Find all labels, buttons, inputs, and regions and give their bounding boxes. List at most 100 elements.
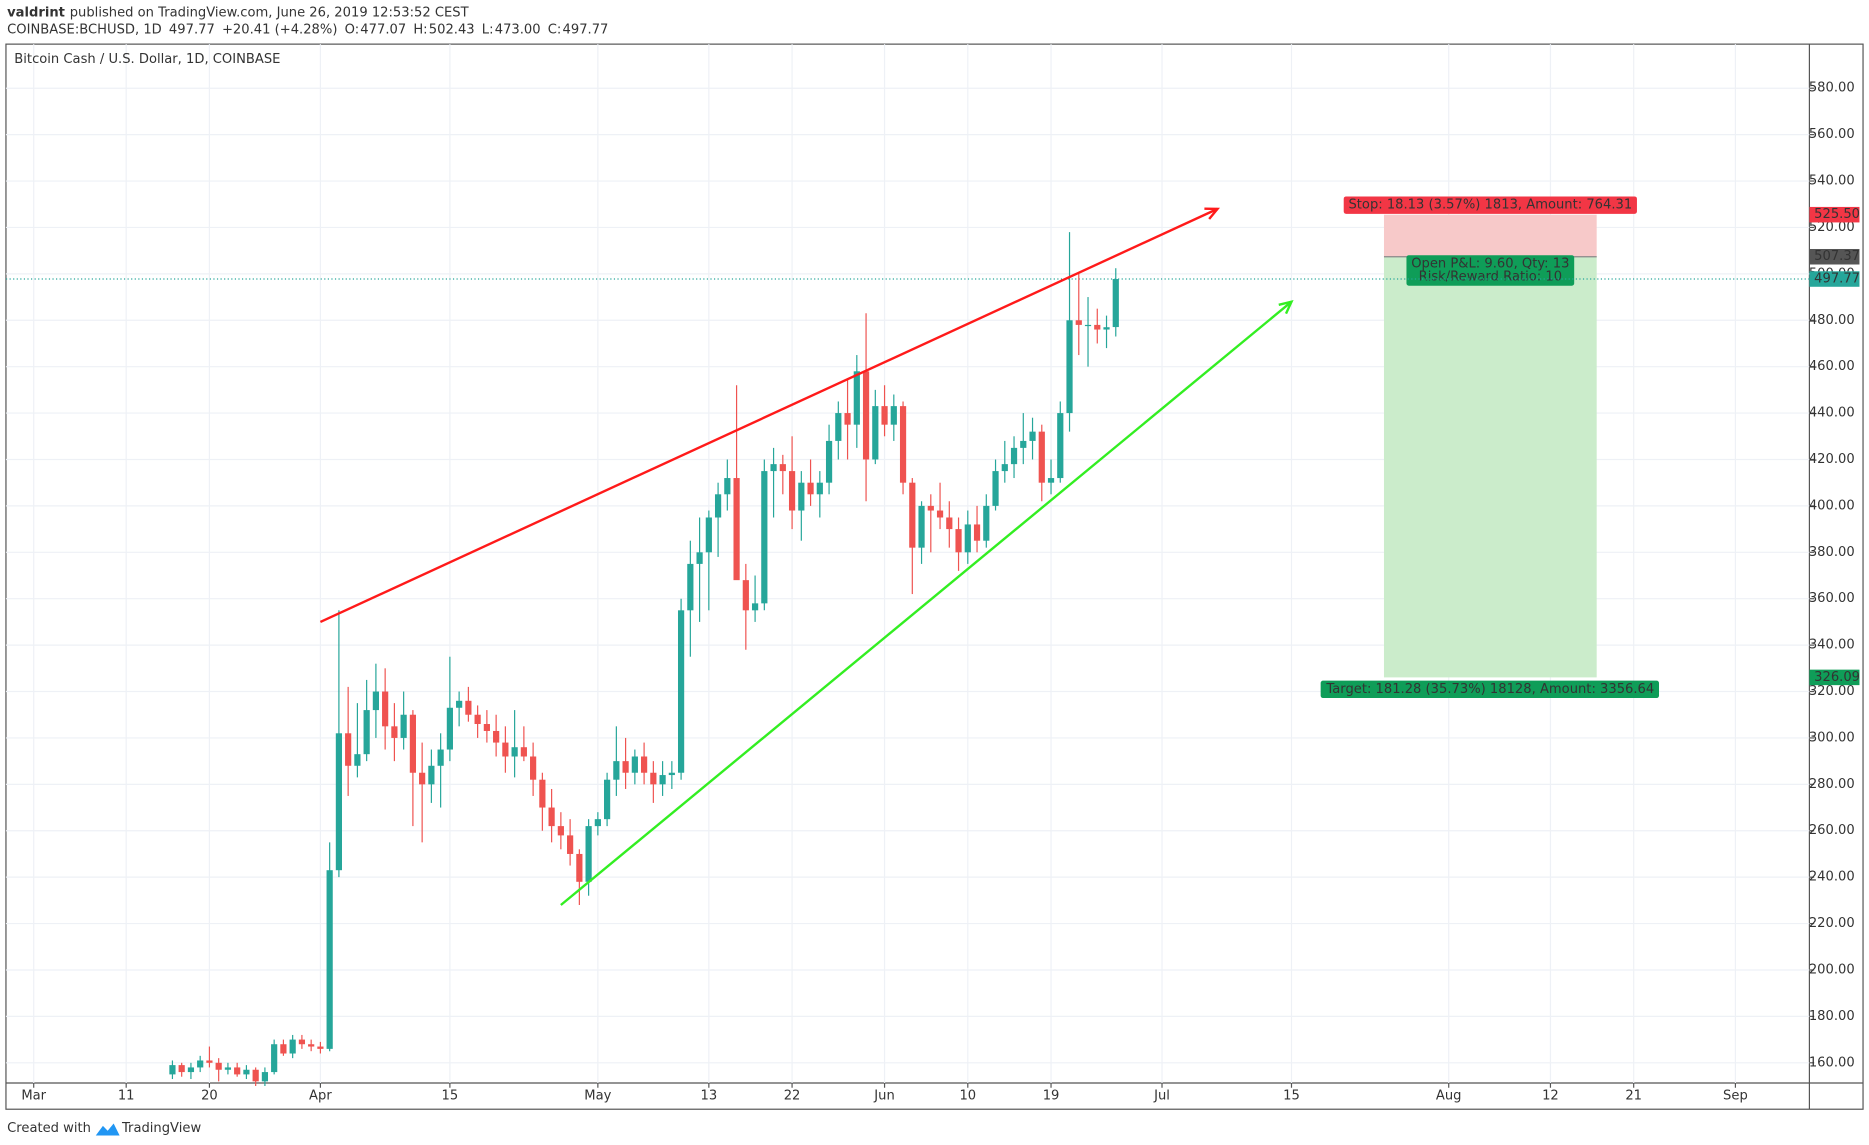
candle-body bbox=[428, 765, 435, 785]
y-tick-label: 260.00 bbox=[1809, 823, 1855, 838]
candle-body bbox=[650, 772, 657, 785]
ohlc-label: C: bbox=[548, 22, 562, 37]
trend-line bbox=[319, 207, 1219, 623]
author: valdrint bbox=[7, 6, 65, 21]
candle-body bbox=[751, 603, 759, 611]
candle-body bbox=[178, 1065, 185, 1073]
candle-body bbox=[261, 1072, 269, 1082]
pnl-label: Open P&L: 9.60, Qty: 13 bbox=[1411, 256, 1569, 271]
price-tag-label: 525.50 bbox=[1814, 207, 1860, 222]
x-tick-label: 13 bbox=[700, 1089, 717, 1104]
candle-body bbox=[308, 1044, 315, 1047]
candle-body bbox=[1010, 447, 1018, 465]
price-tag bbox=[1809, 669, 1860, 686]
candle-body bbox=[206, 1060, 213, 1063]
y-tick-label: 580.00 bbox=[1809, 81, 1855, 96]
y-tick-label: 540.00 bbox=[1809, 174, 1855, 189]
candle-body bbox=[825, 440, 833, 483]
x-tick-label: 19 bbox=[1043, 1089, 1060, 1104]
candle-body bbox=[169, 1065, 176, 1075]
x-tick-label: Jun bbox=[873, 1089, 894, 1104]
candle-body bbox=[677, 610, 685, 773]
candle-body bbox=[585, 826, 592, 882]
candle-body bbox=[382, 691, 389, 727]
candle-body bbox=[1029, 431, 1036, 441]
candle-body bbox=[881, 406, 888, 425]
candle-body bbox=[788, 471, 796, 511]
candle-body bbox=[437, 749, 444, 766]
tv-logo bbox=[95, 1123, 120, 1136]
candle-body bbox=[1103, 327, 1110, 330]
stop-label: Stop: 18.13 (3.57%) 1813, Amount: 764.31 bbox=[1348, 198, 1632, 213]
x-tick-label: 10 bbox=[959, 1089, 976, 1104]
candle-body bbox=[936, 510, 944, 518]
candle-body bbox=[197, 1060, 204, 1068]
price-tag-label: 326.09 bbox=[1814, 670, 1860, 685]
candle-body bbox=[1084, 324, 1092, 327]
x-tick-label: 12 bbox=[1542, 1089, 1559, 1104]
ohlc-label: O: bbox=[345, 22, 360, 37]
stop-zone bbox=[1383, 214, 1597, 257]
candle-body bbox=[973, 524, 981, 541]
candle-body bbox=[807, 482, 814, 495]
candle-body bbox=[1001, 464, 1008, 472]
candle-body bbox=[1038, 431, 1045, 483]
candle-body bbox=[576, 853, 583, 882]
candle-body bbox=[641, 756, 648, 773]
candle-body bbox=[511, 747, 518, 757]
y-tick-label: 160.00 bbox=[1809, 1055, 1855, 1070]
candle-body bbox=[243, 1069, 250, 1075]
candle-body bbox=[502, 742, 509, 757]
candle-body bbox=[770, 464, 777, 472]
y-tick-label: 480.00 bbox=[1809, 313, 1855, 328]
y-tick-label: 180.00 bbox=[1809, 1009, 1855, 1024]
candle-body bbox=[215, 1062, 222, 1070]
candle-body bbox=[372, 691, 379, 711]
x-tick-label: Sep bbox=[1723, 1089, 1748, 1104]
candle-body bbox=[798, 482, 805, 511]
ohlc-label: H: bbox=[413, 22, 427, 37]
published: published on TradingView.com, June 26, 2… bbox=[70, 6, 470, 21]
x-tick-label: May bbox=[584, 1089, 611, 1104]
candle-body bbox=[409, 714, 416, 773]
x-tick-label: 15 bbox=[1283, 1089, 1300, 1104]
candle-body bbox=[1112, 279, 1119, 328]
ohlc-value: 502.43 bbox=[429, 22, 475, 37]
ohlc-value: 477.07 bbox=[360, 22, 406, 37]
y-tick-label: 460.00 bbox=[1809, 359, 1855, 374]
candle-body bbox=[483, 724, 490, 731]
candle-body bbox=[1047, 478, 1055, 483]
candle-body bbox=[548, 807, 555, 827]
candle-body bbox=[1066, 320, 1073, 414]
candle-body bbox=[271, 1044, 278, 1073]
candle-body bbox=[419, 772, 426, 785]
candle-body bbox=[844, 413, 851, 425]
candle-body bbox=[613, 761, 620, 780]
candle-body bbox=[1075, 320, 1082, 325]
candle-body bbox=[335, 733, 343, 871]
candle-body bbox=[1020, 440, 1027, 448]
x-tick-label: Aug bbox=[1436, 1089, 1462, 1104]
x-tick-label: Jul bbox=[1153, 1089, 1170, 1104]
candle-body bbox=[918, 505, 925, 548]
y-tick-label: 420.00 bbox=[1809, 452, 1855, 467]
candle-body bbox=[539, 779, 546, 808]
x-tick-label: 15 bbox=[442, 1089, 459, 1104]
candle-body bbox=[604, 779, 611, 820]
ratio-label: Risk/Reward Ratio: 10 bbox=[1419, 270, 1562, 285]
candle-body bbox=[567, 835, 574, 854]
candle-body bbox=[280, 1044, 287, 1054]
x-tick-label: 20 bbox=[201, 1089, 218, 1104]
candle-body bbox=[187, 1067, 195, 1073]
candle-body bbox=[391, 726, 398, 738]
y-tick-label: 240.00 bbox=[1809, 870, 1855, 885]
y-tick-label: 340.00 bbox=[1809, 638, 1855, 653]
y-tick-label: 200.00 bbox=[1809, 962, 1855, 977]
candle-body bbox=[955, 529, 962, 553]
ohlc-value: 473.00 bbox=[495, 22, 541, 37]
candle-body bbox=[289, 1039, 296, 1054]
x-tick-label: 21 bbox=[1625, 1089, 1642, 1104]
candle-body bbox=[446, 707, 453, 750]
